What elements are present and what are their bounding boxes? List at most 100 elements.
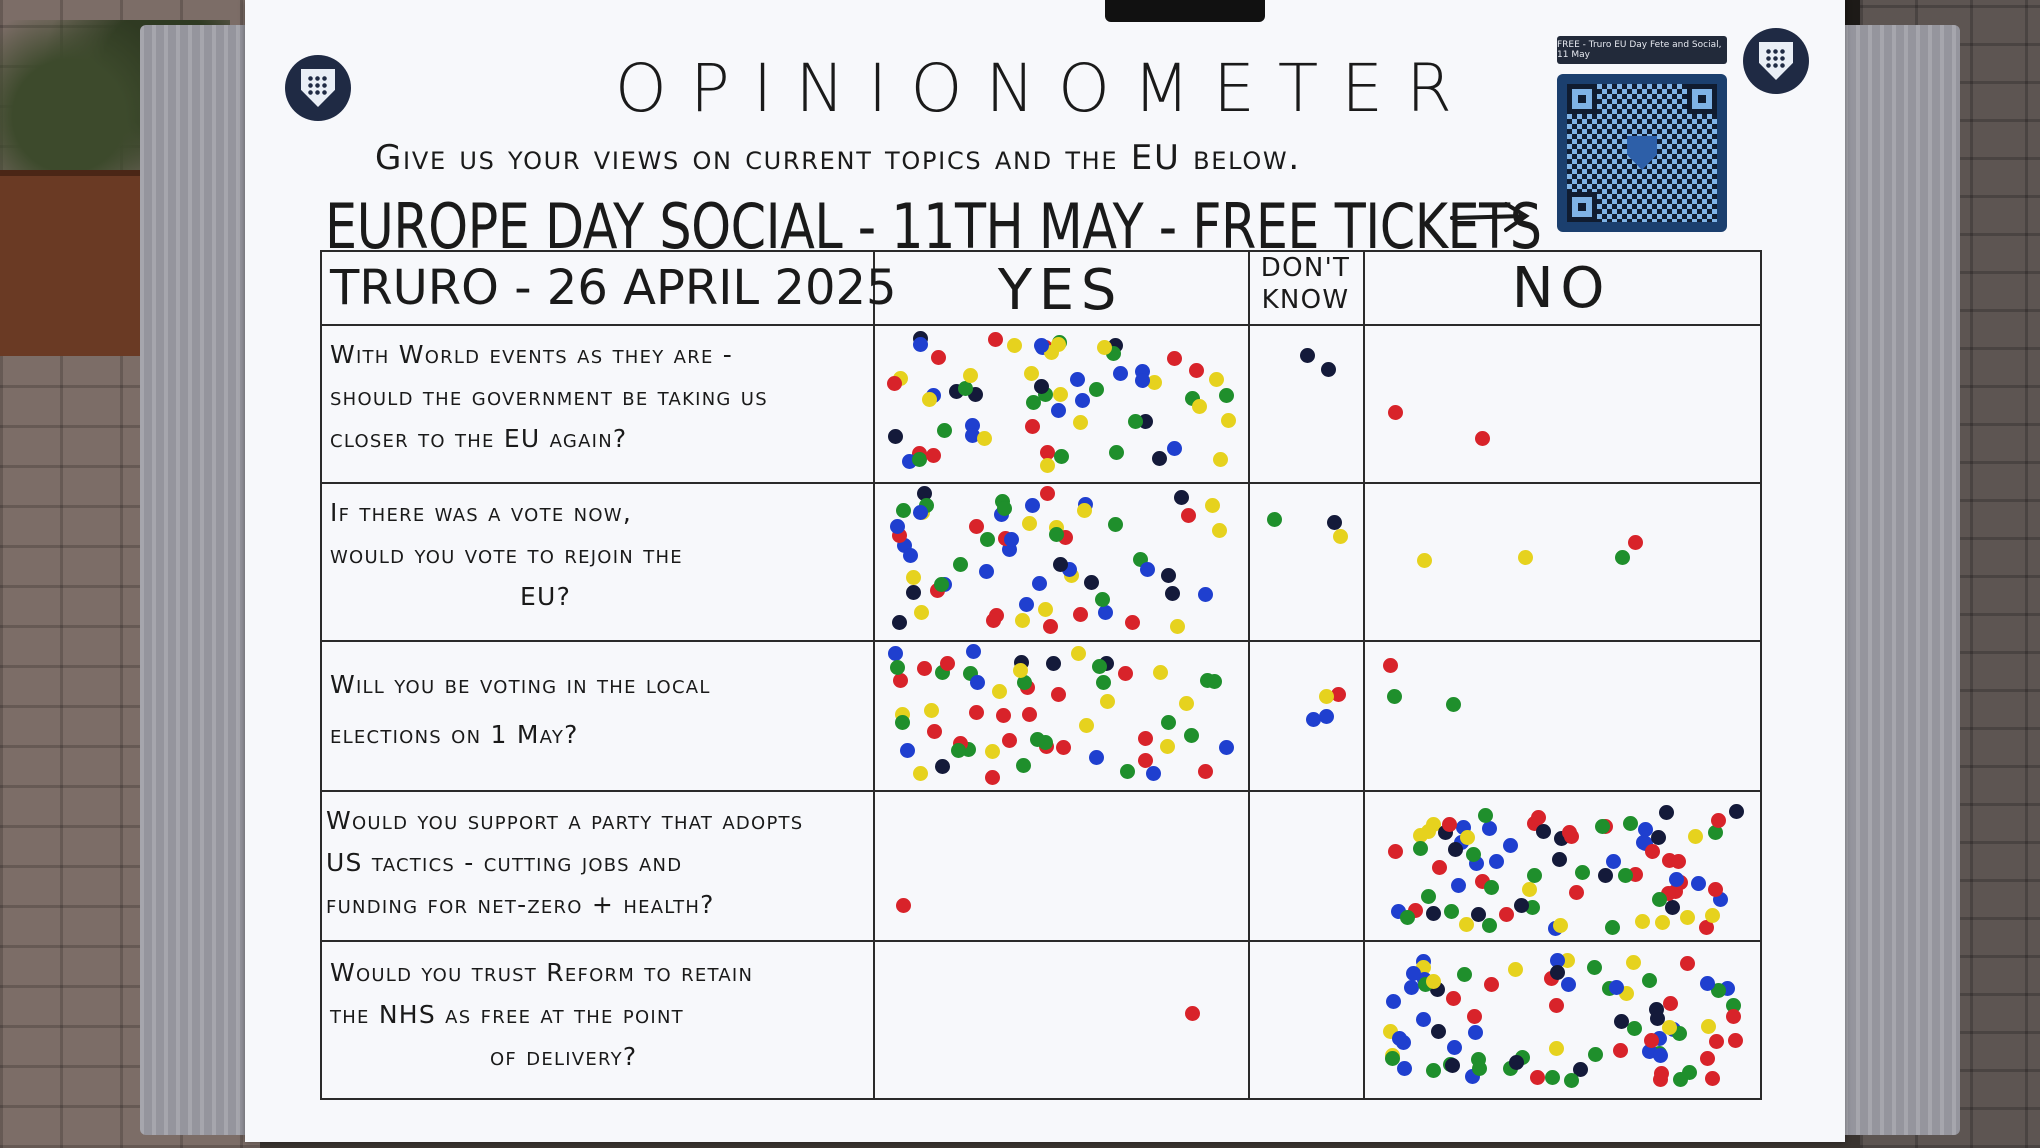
sticker-dot <box>902 548 918 563</box>
sticker-dot <box>1514 897 1530 913</box>
sticker-dot <box>1385 994 1401 1010</box>
sticker-dot <box>925 448 941 464</box>
sticker-dot <box>1448 842 1464 858</box>
sticker-dot <box>1550 964 1566 980</box>
sticker-dot <box>913 337 929 353</box>
sticker-dot <box>889 660 905 676</box>
sticker-dot <box>1482 821 1498 837</box>
sticker-dot <box>1015 758 1031 774</box>
sticker-dot <box>1219 387 1235 403</box>
sticker-dot <box>1089 381 1105 397</box>
sticker-dot <box>957 380 973 396</box>
sticker-dot <box>1594 818 1610 834</box>
sticker-dot <box>921 392 937 408</box>
sticker-dot <box>1096 675 1112 691</box>
sticker-dot <box>923 703 939 719</box>
sticker-dot <box>1006 338 1022 354</box>
sticker-dot <box>1053 557 1069 573</box>
sticker-dot <box>1054 449 1070 465</box>
qr-code-icon[interactable] <box>1557 74 1727 232</box>
sticker-dot <box>1420 823 1436 839</box>
sticker-dot <box>1089 749 1105 765</box>
sticker-dot <box>1587 1047 1603 1063</box>
sticker-dot <box>1416 1012 1432 1028</box>
sticker-dot <box>1548 997 1564 1013</box>
sticker-dot <box>1071 646 1087 662</box>
sticker-dot <box>1073 415 1089 431</box>
sticker-dot <box>1040 486 1056 502</box>
sticker-dot <box>1384 1050 1400 1066</box>
sticker-dot <box>1711 812 1727 828</box>
sticker-dot <box>1004 532 1020 548</box>
sticker-dot <box>1013 662 1029 678</box>
sticker-dot <box>1138 753 1154 769</box>
sticker-dot <box>976 430 992 446</box>
sticker-dot <box>1083 574 1099 590</box>
sticker-dot <box>1306 712 1322 728</box>
sticker-dot <box>899 743 915 759</box>
sticker-dot <box>1097 604 1113 620</box>
sticker-dot <box>1074 393 1090 409</box>
sticker-dot <box>911 452 927 468</box>
sticker-dot <box>1206 674 1222 690</box>
sticker-dot <box>963 367 979 383</box>
sticker-dot <box>1197 763 1213 779</box>
sticker-dot <box>1562 824 1578 840</box>
sticker-dot <box>931 350 947 366</box>
sticker-dot <box>1700 1018 1716 1034</box>
sticker-dot <box>1420 888 1436 904</box>
sticker-dot <box>1609 979 1625 995</box>
sticker-dot <box>1019 597 1035 613</box>
sticker-dot <box>1138 730 1154 746</box>
sticker-dot <box>1484 880 1500 896</box>
sticker-dot <box>887 429 903 445</box>
sticker-dot <box>1208 371 1224 387</box>
sticker-dot <box>1699 1051 1715 1067</box>
sticker-dot <box>1679 955 1695 971</box>
sticker-dot <box>984 769 1000 785</box>
sticker-dot <box>978 564 994 580</box>
qr-block[interactable]: FREE - Truro EU Day Fete and Social, 11 … <box>1557 36 1727 236</box>
sticker-dot <box>1050 686 1066 702</box>
sticker-dot <box>1034 338 1050 354</box>
sticker-dot <box>1634 913 1650 929</box>
sticker-dot <box>1430 1024 1446 1040</box>
sticker-dot <box>933 577 949 593</box>
sticker-dot <box>913 765 929 781</box>
sticker-dot <box>1460 829 1476 845</box>
sticker-dot <box>1549 953 1565 969</box>
sticker-dot <box>1606 854 1622 870</box>
sticker-dot <box>1508 962 1524 978</box>
sticker-dot <box>1456 966 1472 982</box>
sticker-dot <box>1553 918 1569 934</box>
sticker-dot <box>1587 960 1603 976</box>
sticker-dot <box>1161 568 1177 584</box>
question-5: Would you trust Reform to retain the NHS… <box>330 958 754 1071</box>
sticker-dot <box>939 655 955 671</box>
sticker-dot <box>906 570 922 586</box>
sticker-dot <box>1332 529 1348 544</box>
sticker-dot <box>1466 847 1482 863</box>
sticker-dot <box>916 486 932 502</box>
column-dont-know-line1: DON'T <box>1260 253 1351 283</box>
sticker-dot <box>1184 727 1200 743</box>
sticker-dot <box>986 613 1002 629</box>
sticker-dot <box>1045 655 1061 671</box>
sticker-dot <box>1387 843 1403 859</box>
sticker-dot <box>1300 347 1316 363</box>
sticker-dot <box>1117 666 1133 682</box>
sticker-dot <box>1466 1008 1482 1024</box>
sticker-dot <box>1680 910 1696 926</box>
sticker-dot <box>1665 899 1681 915</box>
sticker-dot <box>1053 386 1069 402</box>
sticker-dot <box>1649 1010 1665 1026</box>
sticker-dot <box>1645 844 1661 860</box>
sticker-dot <box>1192 398 1208 414</box>
location-date: TRURO - 26 APRIL 2025 <box>330 260 897 316</box>
sticker-dot <box>912 505 928 521</box>
sticker-dot <box>1161 714 1177 730</box>
sticker-dot <box>1425 974 1441 990</box>
sticker-dot <box>1707 882 1723 898</box>
sticker-dot <box>1623 816 1639 832</box>
sticker-dot <box>1185 1006 1201 1022</box>
